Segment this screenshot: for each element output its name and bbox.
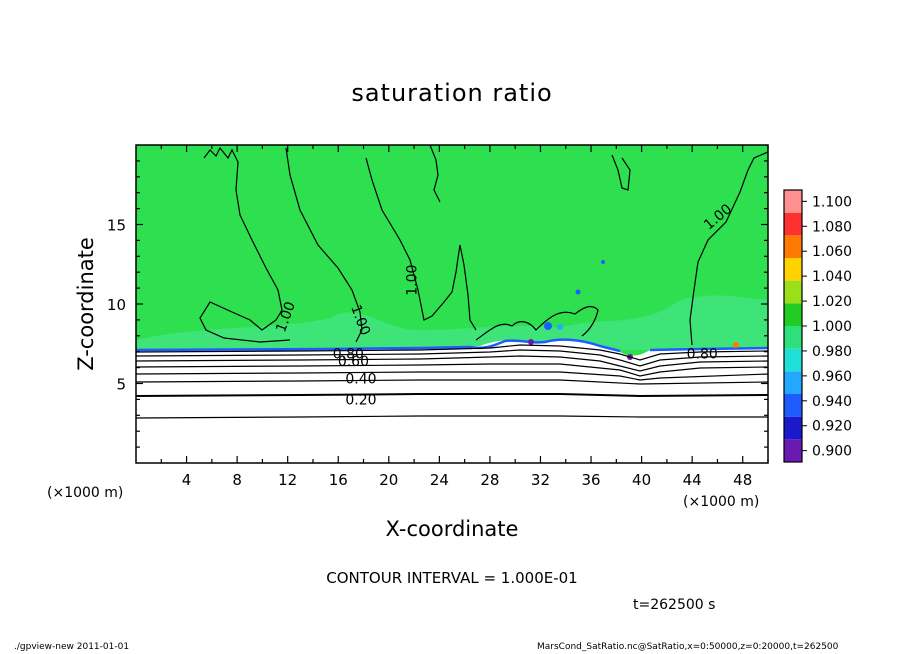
x-tick-label: 44 bbox=[683, 471, 702, 489]
colorbar-swatch bbox=[784, 303, 802, 326]
y-tick-label: 5 bbox=[116, 376, 126, 394]
x-tick-label: 24 bbox=[430, 471, 449, 489]
x-tick-label: 36 bbox=[581, 471, 600, 489]
contour-label-text: 0.80 bbox=[687, 346, 718, 362]
colorbar-label: 0.920 bbox=[812, 419, 852, 435]
x-axis: 4 8 12 16 20 24 28 32 36 40 44 48 bbox=[160, 145, 769, 489]
contour-label: 1.00 bbox=[405, 265, 421, 296]
colorbar-label: 0.960 bbox=[812, 369, 852, 385]
plot-area bbox=[136, 145, 768, 463]
time-text: t=262500 s bbox=[633, 597, 715, 613]
x-axis-unit-left: (×1000 m) bbox=[47, 485, 123, 501]
contour-interval-text: CONTOUR INTERVAL = 1.000E-01 bbox=[326, 569, 577, 587]
footer-left: ./gpview-new 2011-01-01 bbox=[14, 642, 130, 652]
colorbar-label: 0.980 bbox=[812, 344, 852, 360]
contour-label: 0.40 bbox=[345, 372, 376, 388]
contour-label: 0.80 bbox=[333, 346, 364, 362]
x-tick-label: 16 bbox=[329, 471, 348, 489]
cloud-speck bbox=[528, 339, 534, 345]
x-tick-label: 8 bbox=[232, 471, 242, 489]
colorbar-swatch bbox=[784, 371, 802, 394]
x-tick-label: 40 bbox=[632, 471, 651, 489]
contour-lines-1.00 bbox=[199, 145, 768, 346]
y-axis: 5 10 15 bbox=[107, 160, 768, 448]
contour-label: 0.20 bbox=[345, 392, 376, 408]
colorbar-swatch bbox=[784, 190, 802, 213]
colorbar-swatch bbox=[784, 212, 802, 236]
colorbar-label: 1.000 bbox=[812, 319, 852, 335]
colorbar-label: 1.100 bbox=[812, 194, 852, 210]
colorbar-label: 0.940 bbox=[812, 394, 852, 410]
cloud-speck bbox=[557, 324, 563, 330]
y-axis-label: Z-coordinate bbox=[74, 237, 98, 371]
cloud-speck bbox=[544, 322, 552, 330]
contour-lines-subsaturated bbox=[136, 344, 768, 385]
contour-label: 0.60 bbox=[338, 354, 369, 370]
x-tick-label: 4 bbox=[182, 471, 192, 489]
colorbar-label: 0.900 bbox=[812, 444, 852, 460]
x-tick-label: 28 bbox=[480, 471, 499, 489]
x-tick-label: 12 bbox=[278, 471, 297, 489]
colorbar-swatch bbox=[784, 235, 802, 258]
subsaturated-region bbox=[136, 340, 768, 463]
chart-title: saturation ratio bbox=[351, 79, 552, 107]
colorbar-label: 1.040 bbox=[812, 269, 852, 285]
contour-label-text: 0.20 bbox=[345, 392, 376, 408]
cloud-speck bbox=[733, 342, 739, 348]
contour-label-text: 1.00 bbox=[405, 265, 421, 296]
colorbar-label: 1.060 bbox=[812, 244, 852, 260]
x-tick-label: 48 bbox=[733, 471, 752, 489]
contour-label-text: 0.40 bbox=[345, 372, 376, 388]
contour-line-0.10 bbox=[136, 415, 768, 419]
x-tick-label: 32 bbox=[531, 471, 550, 489]
colorbar-swatch bbox=[784, 280, 802, 304]
x-axis-label: X-coordinate bbox=[386, 517, 519, 541]
colorbar: 0.900 0.920 0.940 0.960 0.980 1.000 1.020 1.040… bbox=[783, 189, 852, 463]
contour-label-text: 0.60 bbox=[338, 354, 369, 370]
contour-label-text: 0.80 bbox=[333, 346, 364, 362]
colorbar-swatch bbox=[784, 348, 802, 372]
cloud-speck bbox=[601, 260, 605, 264]
colorbar-swatch bbox=[784, 439, 802, 462]
colorbar-label: 1.020 bbox=[812, 294, 852, 310]
x-tick-label: 20 bbox=[379, 471, 398, 489]
x-axis-unit-right: (×1000 m) bbox=[683, 494, 759, 510]
colorbar-swatch bbox=[784, 258, 802, 281]
cloud-speck bbox=[575, 289, 581, 295]
colorbar-swatch bbox=[784, 326, 802, 349]
colorbar-label: 1.080 bbox=[812, 219, 852, 235]
colorbar-swatch bbox=[784, 416, 802, 440]
y-tick-label: 15 bbox=[107, 217, 126, 235]
colorbar-swatch bbox=[784, 394, 802, 417]
y-tick-label: 10 bbox=[107, 296, 126, 314]
contour-label: 0.80 bbox=[687, 346, 718, 362]
contour-line-0.20 bbox=[136, 393, 768, 398]
footer-right: MarsCond_SatRatio.nc@SatRatio,x=0:50000,… bbox=[537, 642, 839, 652]
near-saturation-band bbox=[136, 295, 768, 350]
